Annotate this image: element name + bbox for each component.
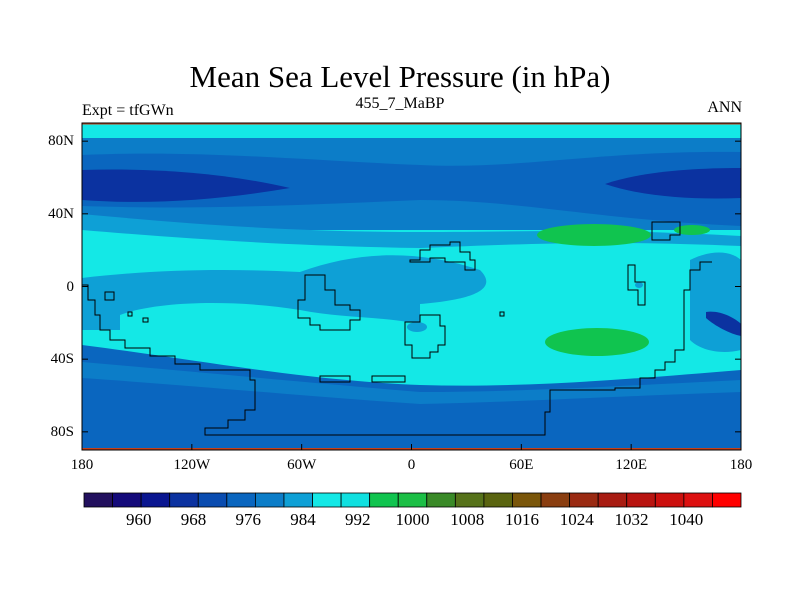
coastline-small-6 [499,311,505,317]
colorbar-label: 1008 [450,510,485,529]
lat-label: 40S [50,351,74,368]
colorbar-box [140,492,171,508]
south-subtropical-high [545,328,649,356]
colorbar-label: 1024 [559,510,594,529]
colorbar-box [654,492,685,508]
experiment-label: Expt = tfGWn [82,102,174,119]
arctic-high [82,123,741,139]
small-low-2 [635,282,643,288]
coastline-small-5 [142,317,149,323]
small-low-1 [407,322,427,332]
colorbar-label: 976 [235,510,262,529]
center-label: 455_7_MaBP [355,95,445,112]
colorbar-box [397,492,428,508]
colorbar-box [540,492,571,508]
chart-title: Mean Sea Level Pressure (in hPa) [189,59,611,94]
colorbar-box [369,492,399,508]
lon-label: 120E [615,457,647,473]
colorbar-box [197,492,228,508]
coastline-small-1 [319,375,351,383]
colorbar-box [626,492,656,508]
north-atlantic-low [605,168,741,199]
colorbar-box [112,492,142,508]
axis-ticks [81,140,742,450]
east-low-spot [706,311,741,336]
season-label: ANN [707,99,742,116]
north-pacific-low [82,169,290,202]
lat-label: 80S [50,423,74,440]
colorbar-label: 984 [290,510,316,529]
colorbar-box [340,492,371,508]
colorbar-box [683,492,713,508]
colorbar-box [226,492,256,508]
colorbar-box [512,492,542,508]
coastline-small-3 [104,291,115,301]
lon-label: 0 [407,457,416,473]
colorbar-box [483,492,513,508]
lon-label: 120W [173,457,211,473]
pressure-field [82,123,741,450]
coastline-europe [409,241,476,271]
coastline-main [82,261,712,436]
colorbar-box [169,492,199,508]
colorbar-box [83,492,113,508]
lon-label: 180 [70,457,94,473]
colorbar-label: 992 [345,510,371,529]
colorbar-box [426,492,456,508]
colorbar-box [312,492,342,508]
lon-label: 60W [287,457,317,473]
colorbar-label: 960 [126,510,152,529]
colorbar-box [283,492,313,508]
coastline-small-4 [127,311,133,317]
north-subtropical-high-east [674,225,710,235]
colorbar-box [454,492,485,508]
coastline-south-america [297,274,361,331]
coastline-small-2 [371,375,406,383]
colorbar-box [569,492,599,508]
lat-label: 40N [48,205,74,222]
colorbar-box [712,492,742,508]
south-pacific-high [120,303,488,370]
colorbar-box [254,492,285,508]
north-trough-inner [82,151,741,226]
coastline-island [627,264,646,306]
lon-label: 180 [729,457,753,473]
colorbar-boxes [83,492,742,508]
coastline-asia [651,221,681,241]
coastline-africa [404,314,446,359]
colorbar-box [597,492,628,508]
lat-label: 0 [66,278,75,295]
coastlines [82,221,712,436]
southern-trough-edge [82,362,741,404]
colorbar-label: 1032 [614,510,649,529]
colorbar-label: 968 [180,510,207,529]
colorbar-label: 1040 [669,510,704,529]
lat-label: 80N [48,133,74,150]
lon-label: 60E [509,457,534,473]
north-subtropical-high [537,224,651,246]
colorbar-label: 1000 [395,510,430,529]
colorbar-label: 1016 [505,510,539,529]
